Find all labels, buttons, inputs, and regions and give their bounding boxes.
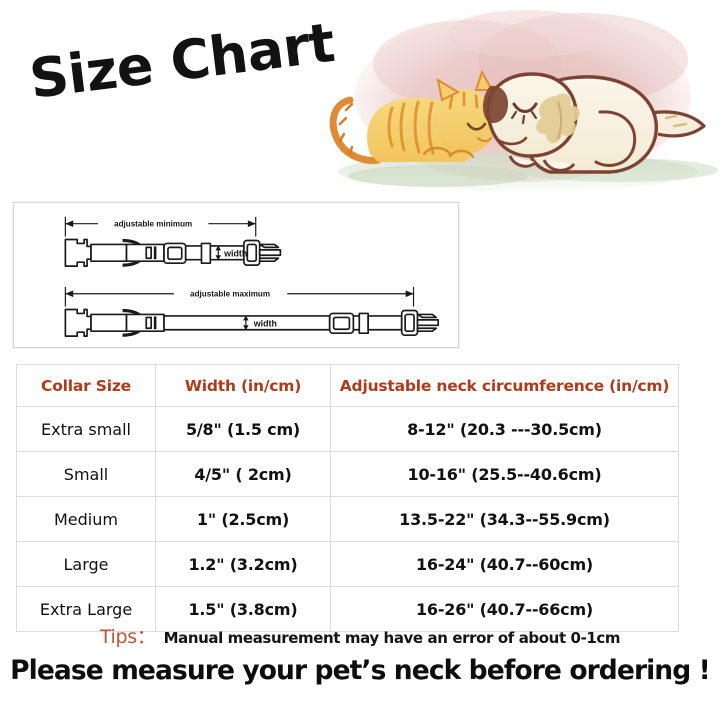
width-label-bottom: width — [253, 318, 277, 328]
hero-illustration — [318, 4, 720, 196]
table-row: Small 4/5" ( 2cm) 10-16" (25.5--40.6cm) — [16, 451, 679, 497]
cell-neck: 16-26" (40.7--66cm) — [330, 586, 679, 632]
cell-width: 5/8" (1.5 cm) — [155, 406, 331, 452]
cell-width: 4/5" ( 2cm) — [155, 451, 331, 497]
dog-illustration — [482, 72, 706, 174]
cell-collar-size: Extra Large — [16, 586, 156, 632]
size-table: Collar Size Width (in/cm) Adjustable nec… — [16, 364, 679, 632]
tips-text: Manual measurement may have an error of … — [163, 629, 621, 647]
cell-collar-size: Small — [16, 451, 156, 497]
table-row: Extra small 5/8" (1.5 cm) 8-12" (20.3 --… — [16, 406, 679, 452]
tips-label: Tips： — [99, 626, 156, 648]
cell-neck: 10-16" (25.5--40.6cm) — [330, 451, 679, 497]
collar-minimum — [64, 216, 282, 267]
header-collar-size: Collar Size — [16, 364, 156, 407]
table-row: Extra Large 1.5" (3.8cm) 16-26" (40.7--6… — [16, 586, 679, 632]
cell-neck: 8-12" (20.3 ---30.5cm) — [330, 406, 679, 452]
cell-width: 1" (2.5cm) — [155, 496, 331, 542]
cell-collar-size: Extra small — [16, 406, 156, 452]
collar-diagram: adjustable minimum adjustable maximum wi… — [13, 202, 459, 348]
table-row: Large 1.2" (3.2cm) 16-24" (40.7--60cm) — [16, 541, 679, 587]
collar-maximum — [64, 286, 440, 337]
adjustable-maximum-label: adjustable maximum — [190, 290, 270, 299]
cell-width: 1.5" (3.8cm) — [155, 586, 331, 632]
header-width: Width (in/cm) — [155, 364, 331, 407]
cell-neck: 13.5-22" (34.3--55.9cm) — [330, 496, 679, 542]
cell-collar-size: Medium — [16, 496, 156, 542]
header-neck-circumference: Adjustable neck circumference (in/cm) — [330, 364, 679, 407]
cell-width: 1.2" (3.2cm) — [155, 541, 331, 587]
table-row: Medium 1" (2.5cm) 13.5-22" (34.3--55.9cm… — [16, 496, 679, 542]
adjustable-minimum-label: adjustable minimum — [114, 220, 192, 229]
table-header-row: Collar Size Width (in/cm) Adjustable nec… — [16, 364, 679, 407]
cell-collar-size: Large — [16, 541, 156, 587]
footer-note: Please measure your pet’s neck before or… — [10, 655, 711, 686]
tips-row: Tips： Manual measurement may have an err… — [0, 622, 720, 649]
page-title: Size Chart — [26, 10, 338, 111]
width-label-top: width — [223, 248, 247, 258]
cat-illustration — [329, 69, 497, 164]
cell-neck: 16-24" (40.7--60cm) — [330, 541, 679, 587]
